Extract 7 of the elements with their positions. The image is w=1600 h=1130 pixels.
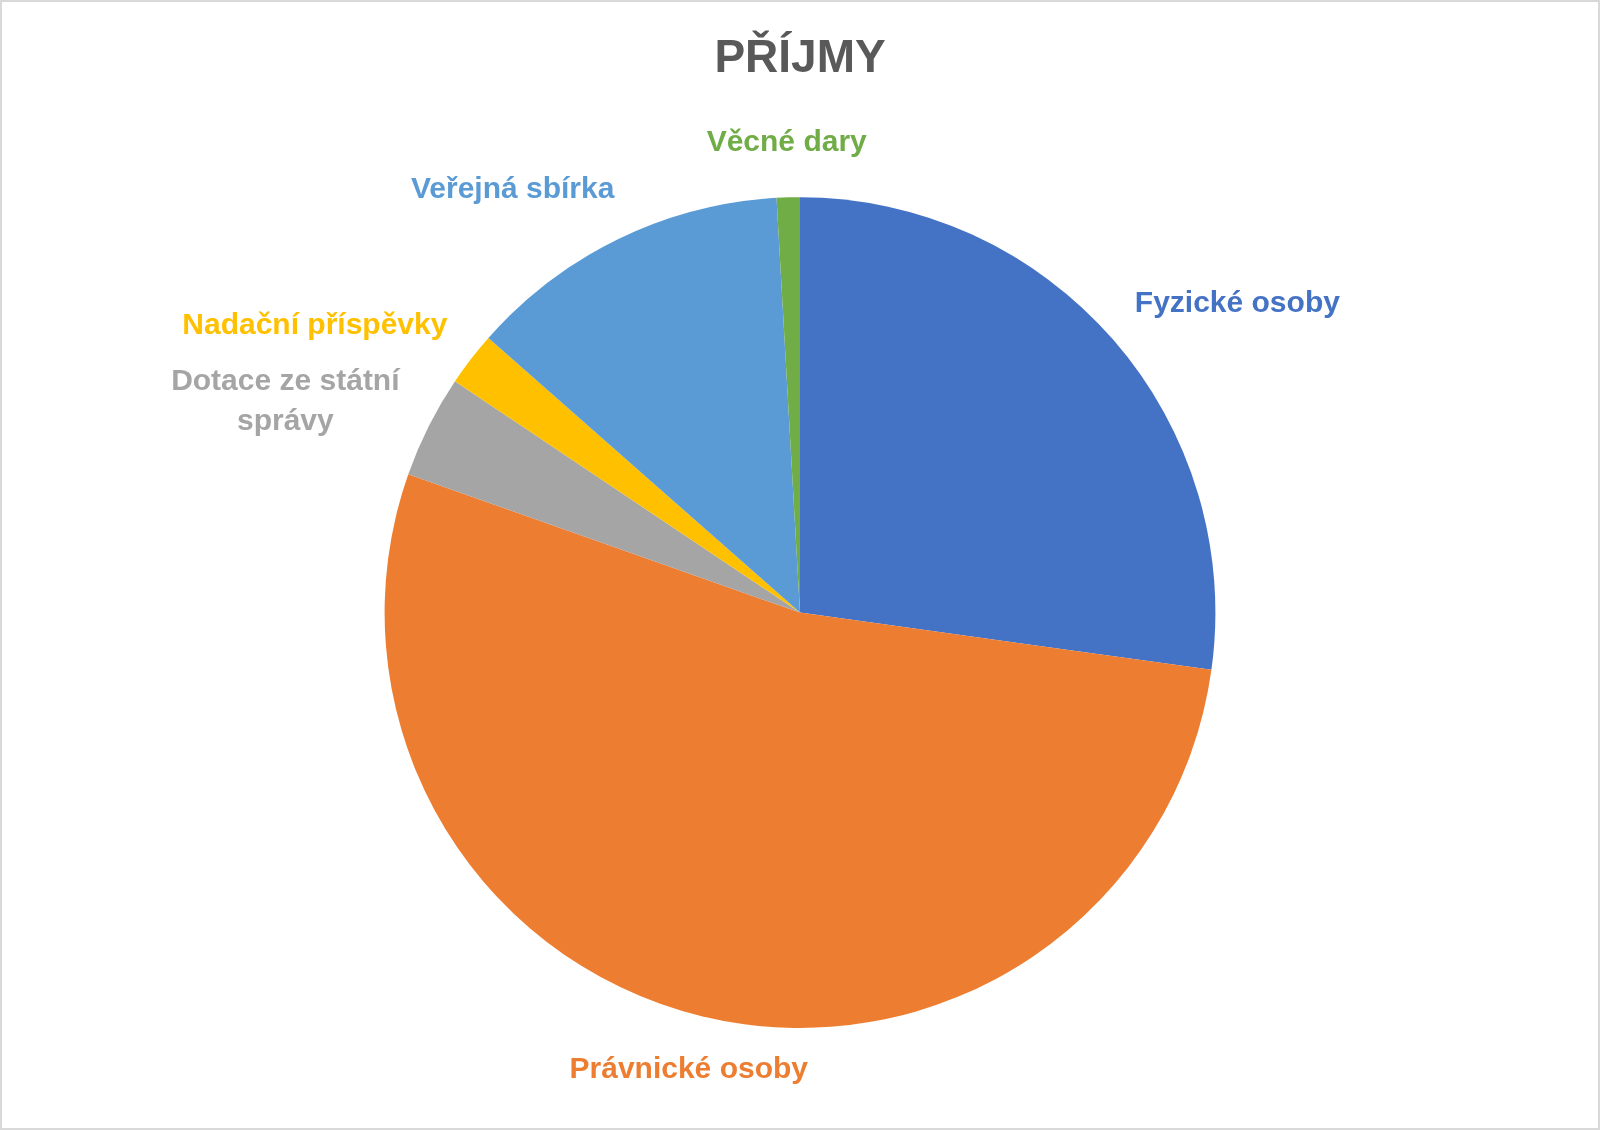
slice-label: Právnické osoby <box>569 1050 809 1084</box>
slice-label: Nadační příspěvky <box>182 306 448 340</box>
slice-label: Fyzické osoby <box>1134 285 1341 319</box>
chart-title: PŘÍJMY <box>714 30 886 83</box>
slice-label: Dotace ze státní správy <box>171 362 402 436</box>
slice-label: Věcné dary <box>706 123 868 157</box>
slice-label: Veřejná sbírka <box>410 170 615 204</box>
